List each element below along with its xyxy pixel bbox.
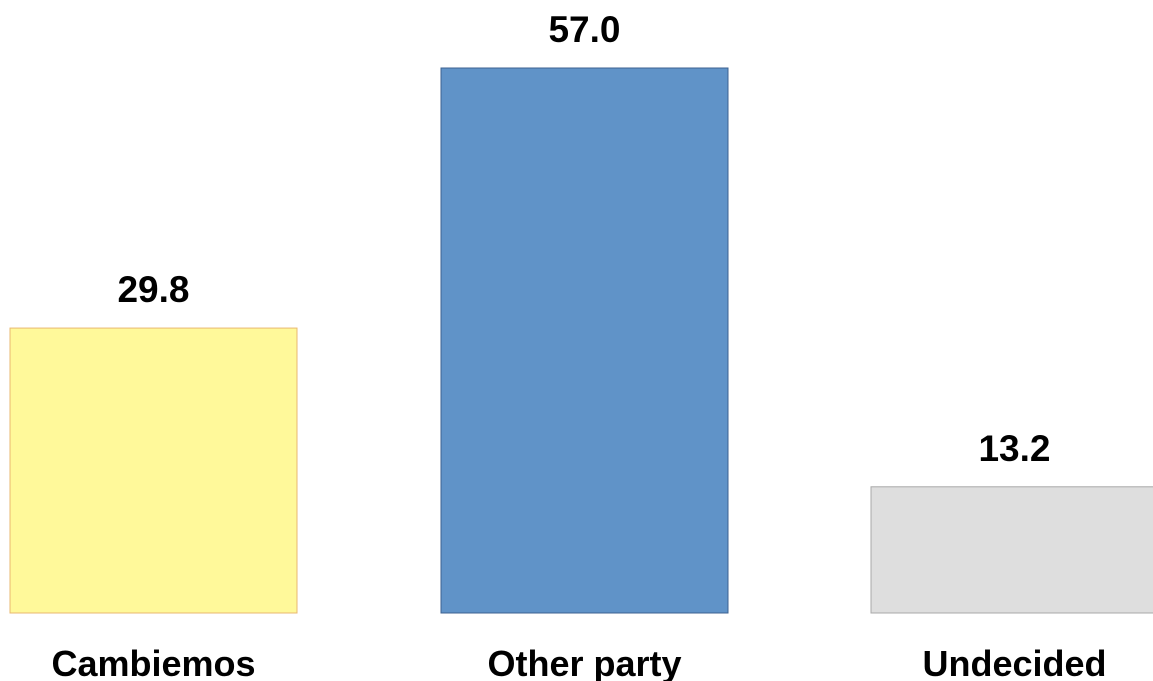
data-label-cambiemos: 29.8 bbox=[117, 269, 189, 310]
bar-cambiemos bbox=[9, 327, 298, 614]
data-label-undecided: 13.2 bbox=[978, 428, 1050, 469]
data-label-other-party: 57.0 bbox=[548, 9, 620, 50]
bar-other-party bbox=[440, 67, 729, 614]
category-label-undecided: Undecided bbox=[922, 643, 1106, 681]
bar-undecided bbox=[870, 486, 1153, 614]
category-label-cambiemos: Cambiemos bbox=[51, 643, 255, 681]
category-label-other-party: Other party bbox=[487, 643, 681, 681]
